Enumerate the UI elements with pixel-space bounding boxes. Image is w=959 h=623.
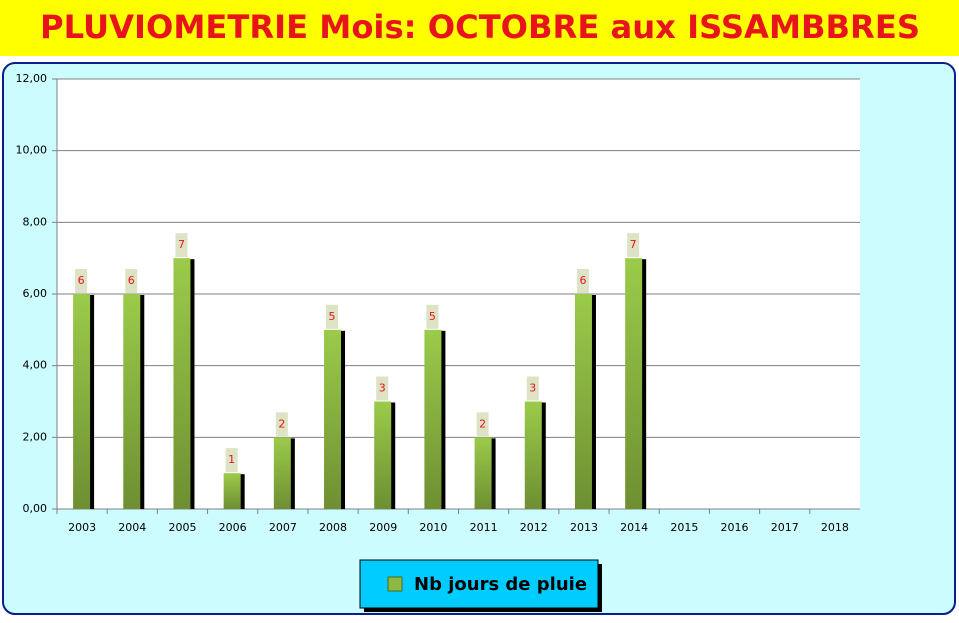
x-tick-label: 2008: [319, 521, 347, 534]
bar: [524, 401, 542, 509]
data-label: 1: [228, 453, 235, 466]
x-tick-label: 2014: [620, 521, 648, 534]
bar: [625, 258, 643, 509]
bar: [474, 437, 492, 509]
data-label: 6: [128, 274, 135, 287]
title-banner: [0, 0, 959, 56]
bar: [374, 401, 392, 509]
data-label: 3: [529, 382, 536, 395]
x-tick-label: 2004: [118, 521, 146, 534]
data-label-box: [125, 269, 138, 293]
data-label: 2: [479, 417, 486, 430]
data-label: 5: [329, 310, 336, 323]
x-tick-label: 2015: [670, 521, 698, 534]
data-label-box: [526, 376, 539, 401]
x-tick-label: 2018: [821, 521, 849, 534]
y-tick-label: 0,00: [23, 502, 48, 515]
x-tick-label: 2013: [570, 521, 598, 534]
x-tick-label: 2009: [369, 521, 397, 534]
x-tick-label: 2012: [520, 521, 548, 534]
bar: [273, 437, 291, 509]
data-label-box: [426, 304, 439, 329]
legend-label: Nb jours de pluie: [414, 574, 587, 595]
data-label-box: [476, 412, 489, 437]
data-label-box: [576, 269, 589, 293]
data-label: 2: [278, 417, 285, 430]
data-label-box: [627, 233, 640, 258]
data-label: 5: [429, 310, 436, 323]
data-label-box: [225, 448, 238, 473]
bar: [73, 294, 91, 509]
data-label-box: [326, 304, 339, 329]
x-tick-label: 2005: [168, 521, 196, 534]
x-tick-label: 2003: [68, 521, 96, 534]
data-label: 6: [78, 274, 85, 287]
data-label-box: [275, 412, 288, 437]
y-tick-label: 12,00: [16, 72, 48, 85]
data-label-box: [75, 269, 88, 293]
bar: [324, 329, 342, 509]
data-label-box: [175, 233, 188, 258]
x-tick-label: 2007: [269, 521, 297, 534]
data-label-box: [376, 376, 389, 401]
data-label: 6: [579, 274, 586, 287]
y-tick-label: 6,00: [23, 287, 48, 300]
y-tick-label: 10,00: [16, 144, 48, 157]
data-label: 7: [630, 238, 637, 251]
data-label: 7: [178, 238, 185, 251]
bar: [424, 329, 442, 509]
bar: [123, 294, 141, 509]
legend-swatch: [387, 576, 403, 592]
y-tick-label: 2,00: [23, 430, 48, 443]
y-tick-label: 4,00: [23, 359, 48, 372]
y-tick-label: 8,00: [23, 215, 48, 228]
x-tick-label: 2016: [721, 521, 749, 534]
bar: [223, 473, 241, 509]
x-tick-label: 2011: [470, 521, 498, 534]
x-tick-label: 2017: [771, 521, 799, 534]
bar: [173, 258, 191, 509]
x-tick-label: 2010: [419, 521, 447, 534]
bar: [574, 294, 592, 509]
data-label: 3: [379, 382, 386, 395]
x-tick-label: 2006: [219, 521, 247, 534]
chart-title: PLUVIOMETRIE Mois: OCTOBRE aux ISSAMBBRE…: [40, 8, 920, 46]
